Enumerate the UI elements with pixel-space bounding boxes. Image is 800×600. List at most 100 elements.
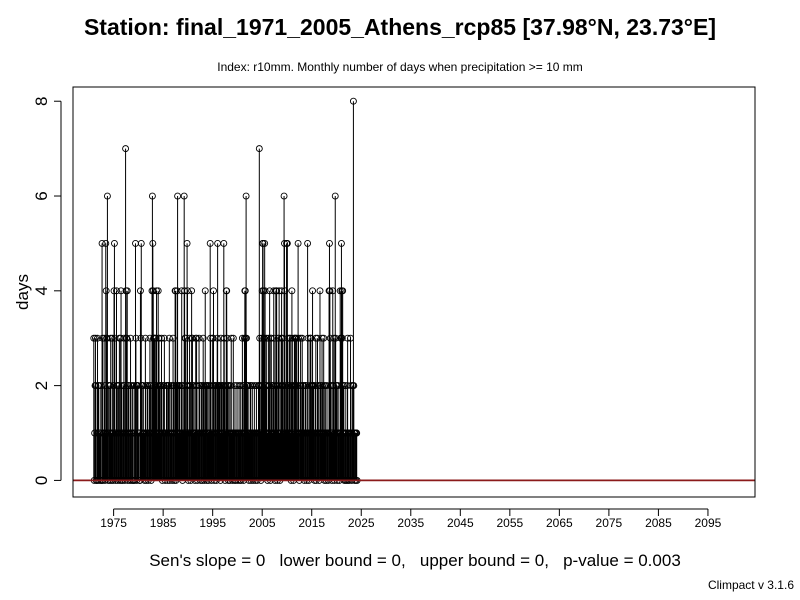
- data-point: [165, 334, 173, 342]
- data-point: [182, 429, 190, 437]
- data-point: [326, 239, 333, 247]
- data-point: [348, 429, 356, 437]
- data-point: [199, 334, 207, 342]
- data-point: [181, 334, 189, 342]
- y-tick-label: 4: [32, 286, 51, 295]
- data-point: [122, 145, 130, 153]
- data-point: [201, 287, 209, 295]
- data-point: [239, 382, 247, 390]
- data-point: [97, 382, 105, 390]
- y-tick-label: 2: [32, 381, 51, 390]
- data-point: [96, 429, 104, 437]
- data-point: [339, 287, 347, 295]
- data-point: [184, 287, 191, 295]
- data-point: [137, 239, 145, 247]
- data-point: [110, 287, 118, 295]
- data-point: [137, 334, 145, 342]
- series-lines: [93, 101, 358, 481]
- data-point: [109, 429, 117, 437]
- data-point: [334, 382, 342, 390]
- data-point: [220, 239, 228, 247]
- data-point: [270, 334, 278, 342]
- data-point: [294, 239, 302, 247]
- data-point: [130, 382, 138, 390]
- data-point: [98, 239, 106, 247]
- data-point: [188, 334, 196, 342]
- data-point: [148, 192, 156, 200]
- software-credit: Climpact v 3.1.6: [707, 578, 794, 592]
- data-point: [227, 334, 235, 342]
- data-point: [273, 287, 281, 295]
- data-point: [288, 287, 296, 295]
- data-point: [330, 382, 338, 390]
- data-point: [121, 429, 129, 437]
- data-point: [254, 429, 262, 437]
- data-point: [188, 287, 196, 295]
- data-point: [279, 382, 287, 390]
- data-point: [110, 239, 118, 247]
- data-point: [180, 192, 188, 200]
- data-point: [258, 334, 266, 342]
- data-point: [110, 382, 118, 390]
- data-point: [307, 334, 315, 342]
- x-tick-label: 2005: [249, 516, 276, 530]
- data-point: [149, 287, 157, 295]
- data-point: [261, 239, 269, 247]
- data-point: [158, 334, 165, 342]
- data-point: [304, 239, 312, 247]
- data-point: [183, 239, 191, 247]
- data-point: [151, 382, 159, 390]
- x-axis: 1975 1985 1995 2005 2015 2025 2035 2045 2055 2065…: [100, 508, 722, 530]
- data-point: [242, 192, 250, 200]
- data-point: [243, 334, 250, 342]
- x-tick-label: 2045: [447, 516, 474, 530]
- data-point: [266, 429, 274, 437]
- data-point: [207, 334, 215, 342]
- data-point: [267, 334, 275, 342]
- data-point: [353, 429, 361, 437]
- data-point: [262, 334, 270, 342]
- data-point: [219, 429, 227, 437]
- chart-subtitle: Index: r10mm. Monthly number of days whe…: [217, 60, 583, 74]
- data-point: [264, 429, 272, 437]
- data-point: [261, 287, 269, 295]
- data-point: [238, 334, 246, 342]
- data-point: [116, 429, 124, 437]
- data-point: [337, 239, 345, 247]
- data-point: [295, 334, 302, 342]
- data-point: [169, 334, 177, 342]
- x-tick-label: 1995: [199, 516, 226, 530]
- data-point: [326, 334, 334, 342]
- data-point: [120, 382, 128, 390]
- data-point: [127, 334, 134, 342]
- data-point: [113, 287, 120, 295]
- data-point: [269, 429, 276, 437]
- data-point: [193, 382, 201, 390]
- data-point: [238, 429, 246, 437]
- data-point: [269, 382, 277, 390]
- data-point: [311, 382, 319, 390]
- data-point: [304, 334, 312, 342]
- plot-frame: [72, 86, 756, 498]
- data-point: [241, 287, 249, 295]
- data-point: [149, 239, 157, 247]
- data-point: [213, 334, 221, 342]
- y-tick-label: 0: [32, 476, 51, 485]
- data-point: [165, 382, 173, 390]
- data-point: [94, 334, 101, 342]
- data-point: [260, 334, 268, 342]
- data-point: [229, 334, 237, 342]
- y-axis: 0 2 4 6 8: [32, 96, 62, 485]
- data-point: [349, 97, 357, 105]
- data-point: [164, 429, 172, 437]
- x-tick-label: 2075: [596, 516, 623, 530]
- data-point: [281, 287, 289, 295]
- data-point: [102, 287, 110, 295]
- data-point: [134, 382, 142, 390]
- data-point: [308, 429, 316, 437]
- data-point: [131, 429, 139, 437]
- data-point: [270, 287, 278, 295]
- data-point: [181, 287, 189, 295]
- data-point: [206, 239, 214, 247]
- y-tick-label: 6: [32, 191, 51, 200]
